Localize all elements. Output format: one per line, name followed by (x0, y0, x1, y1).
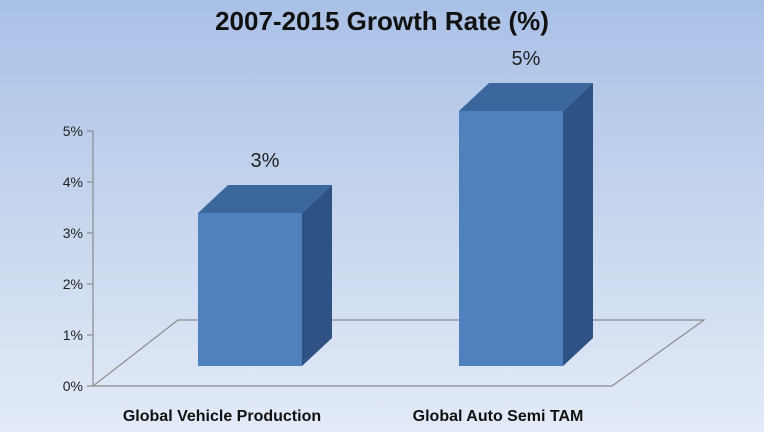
bar-front (459, 111, 563, 366)
bar-top (459, 83, 593, 111)
y-tick-label: 2% (63, 276, 83, 292)
x-category-label: Global Vehicle Production (123, 408, 321, 425)
chart-floor (91, 319, 706, 387)
data-label: 5% (512, 48, 541, 70)
y-tick-label: 5% (63, 123, 83, 139)
y-tick-label: 4% (63, 174, 83, 190)
x-category-label: Global Auto Semi TAM (413, 408, 584, 425)
bar-side (302, 185, 332, 366)
bar-side (563, 83, 593, 366)
data-label: 3% (251, 150, 280, 172)
bar-front (198, 213, 302, 366)
chart-title: 2007-2015 Growth Rate (%) (215, 6, 549, 36)
y-tick-label: 0% (63, 378, 83, 394)
y-tick-label: 1% (63, 327, 83, 343)
y-tick-label: 3% (63, 225, 83, 241)
bar-top (198, 185, 332, 213)
